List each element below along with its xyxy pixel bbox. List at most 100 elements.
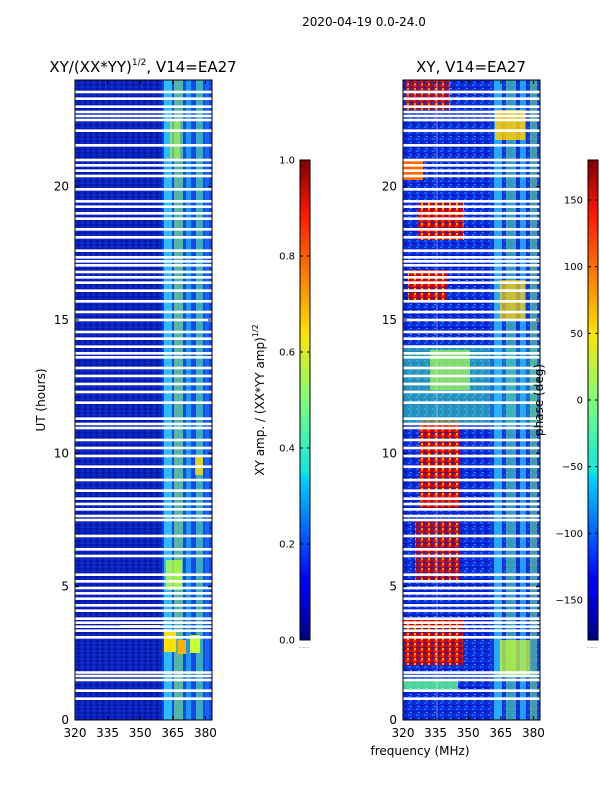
flagged-row [75, 478, 212, 482]
flagged-row [403, 604, 540, 607]
colorbar-tick-label: 100 [564, 262, 583, 273]
flagged-row [403, 174, 540, 178]
left-ytick-label: 5 [61, 580, 69, 594]
flagged-row [75, 260, 212, 263]
flagged-row [403, 636, 540, 639]
flagged-row [403, 489, 540, 492]
flagged-row [403, 417, 540, 420]
flagged-row [75, 144, 212, 147]
amp-cbar-label-sup: 1/2 [251, 324, 260, 337]
colorbar-tick-label: 0.6 [279, 348, 295, 359]
flagged-row [75, 629, 212, 632]
left-axes: 320 335 350 365 380 0 5 10 15 20 [54, 80, 217, 740]
flagged-row [75, 118, 212, 122]
right-xtick-label: 335 [424, 726, 447, 740]
colorbar-tick-label: 0 [577, 396, 583, 407]
right-panel: XY, V14=EA27 320 335 350 365 380 0 5 10 [382, 58, 545, 740]
flagged-row [403, 689, 540, 692]
flagged-row [403, 426, 540, 430]
flagged-row [75, 228, 212, 231]
right-ytick-label: 0 [389, 713, 397, 727]
flagged-row [403, 345, 540, 348]
colorbar-tick-label: 0.2 [279, 540, 295, 551]
flagged-row [75, 497, 212, 500]
right-flag-rows [403, 90, 540, 700]
flagged-row [403, 401, 540, 404]
flagged-row [75, 289, 212, 292]
flagged-row [75, 502, 212, 506]
left-xtick-label: 365 [161, 726, 184, 740]
flagged-row [75, 356, 212, 359]
left-flag-rows [75, 90, 212, 700]
left-title-sup: 1/2 [132, 58, 146, 68]
flagged-row [75, 169, 212, 172]
colorbar-tick-label: −50 [562, 462, 583, 473]
flagged-row [403, 374, 540, 378]
flagged-row [75, 200, 212, 203]
flagged-row [403, 502, 540, 506]
colorbar-tick-label: 0.8 [279, 252, 295, 263]
flagged-row [403, 597, 540, 600]
flagged-row [75, 264, 212, 267]
flagged-row [75, 604, 212, 607]
flagged-row [75, 454, 212, 458]
right-xtick-label: 380 [522, 726, 545, 740]
flagged-row [75, 158, 212, 162]
flagged-row [403, 90, 540, 94]
flagged-row [75, 270, 212, 274]
amplitude-colorbar-ticks: 0.0 0.2 0.4 0.6 0.8 1.0 [279, 156, 310, 647]
flagged-row [403, 276, 540, 279]
flagged-row [75, 426, 212, 430]
flagged-row [403, 497, 540, 500]
colorbar-tick-label: −150 [556, 596, 583, 607]
flagged-row [403, 446, 540, 450]
flagged-row [75, 573, 212, 576]
flagged-row [403, 249, 540, 252]
flagged-row [403, 617, 540, 620]
flagged-row [75, 438, 212, 442]
flagged-row [75, 90, 212, 94]
left-ytick-label: 15 [54, 313, 69, 327]
flagged-row [403, 621, 540, 624]
flagged-row [403, 454, 540, 458]
flagged-row [403, 422, 540, 426]
flagged-row [75, 580, 212, 583]
flagged-row [403, 609, 540, 612]
flagged-row [75, 671, 212, 674]
right-ytick-label: 5 [389, 580, 397, 594]
flagged-row [403, 508, 540, 511]
flagged-row [75, 310, 212, 314]
phase-colorbar-label: phase (deg) [532, 364, 546, 436]
left-title-main: XY/(XX*YY) [49, 58, 132, 76]
flagged-row [75, 518, 212, 522]
amplitude-colorbar-label: XY amp. / (XX*YY amp)1/2 [251, 324, 267, 475]
flagged-row [75, 554, 212, 558]
flagged-row [403, 212, 540, 215]
flagged-row [403, 188, 540, 191]
flagged-row [403, 300, 540, 303]
flagged-row [75, 417, 212, 420]
left-ytick-label: 20 [54, 180, 69, 194]
flagged-row [75, 592, 212, 595]
flagged-row [75, 548, 212, 551]
flagged-row [403, 366, 540, 370]
flagged-row [403, 580, 540, 583]
colorbar-tick-label: 0.0 [279, 636, 295, 647]
flagged-row [403, 697, 540, 700]
phase-colorbar-tiny-label: ........ [587, 644, 597, 649]
flagged-row [403, 356, 540, 359]
flagged-row [403, 114, 540, 118]
left-title-tail: , V14=EA27 [146, 58, 236, 76]
figure-xlabel: frequency (MHz) [370, 744, 469, 758]
amp-cbar-label-main: XY amp. / (XX*YY amp) [253, 337, 267, 475]
flagged-row [75, 636, 212, 639]
flagged-row [403, 158, 540, 162]
flagged-row [75, 489, 212, 492]
flagged-row [75, 401, 212, 404]
right-axes: 320 335 350 365 380 0 5 10 15 20 [382, 80, 545, 740]
flagged-row [403, 217, 540, 220]
flagged-row [75, 586, 212, 590]
flagged-row [403, 534, 540, 538]
flagged-row [403, 629, 540, 632]
